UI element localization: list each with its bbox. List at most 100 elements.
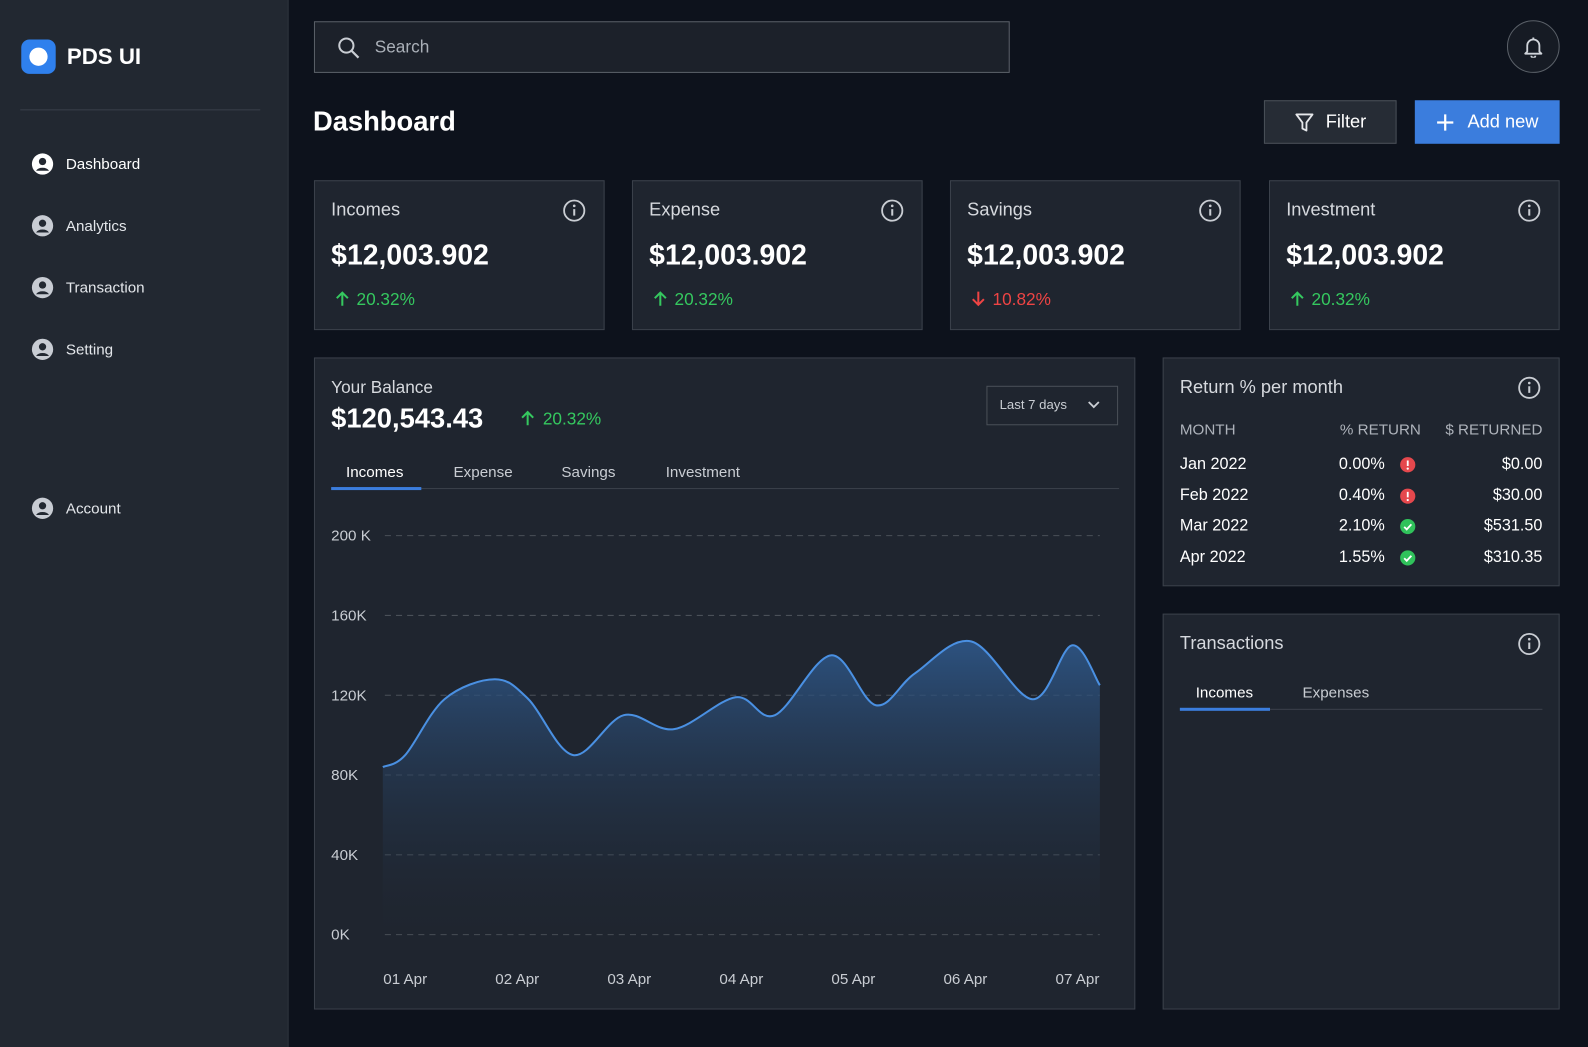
info-icon[interactable]: [1517, 198, 1541, 222]
icon-part: [654, 291, 667, 306]
filter-button[interactable]: [1263, 100, 1397, 144]
range-label[interactable]: Last 7 days: [999, 396, 1067, 413]
month-cell: Apr 2022: [1179, 548, 1246, 566]
icon-part: [1088, 401, 1100, 409]
nav-item[interactable]: Analytics: [65, 217, 127, 235]
icon-part: [1518, 376, 1541, 399]
stat-label: Investment: [1286, 199, 1376, 221]
icon-part: [38, 281, 47, 289]
return-cell: 0.00%: [1338, 455, 1385, 473]
nav-icon[interactable]: [31, 153, 54, 175]
trend-arrow: [336, 291, 349, 306]
stat-card: [1268, 180, 1560, 331]
icon-part: [563, 199, 586, 222]
divider: [20, 109, 261, 111]
search-icon: [338, 37, 360, 59]
icon-part: [1403, 523, 1413, 531]
stat-label: Savings: [967, 199, 1033, 221]
icon-part: [36, 167, 50, 171]
icon-part: [1530, 55, 1537, 58]
icon-part: [1291, 291, 1304, 306]
tab-rule: [331, 488, 1120, 490]
tab[interactable]: Incomes: [1195, 683, 1254, 702]
nav-item[interactable]: Dashboard: [65, 155, 141, 173]
balance-change: 20.32%: [542, 409, 602, 429]
stat-label: Incomes: [331, 199, 401, 221]
icon-part: [338, 37, 355, 54]
column-header: $ RETURNED: [1445, 420, 1543, 438]
balance-title: Your Balance: [331, 377, 433, 398]
nav-icon[interactable]: [31, 338, 54, 360]
stat-change: 10.82%: [992, 289, 1051, 309]
range-dropdown[interactable]: [986, 385, 1119, 426]
search-placeholder[interactable]: Search: [374, 37, 430, 57]
icon-part: [38, 157, 47, 166]
column-header: MONTH: [1179, 420, 1236, 438]
tab-active: [331, 487, 422, 491]
stat-value: $12,003.902: [967, 239, 1125, 271]
icon-part: [36, 291, 50, 295]
balance-panel: [313, 357, 1136, 1010]
icon-part: [1527, 204, 1531, 208]
tab[interactable]: Savings: [561, 463, 616, 481]
status-icon: [1400, 550, 1416, 566]
nav-icon[interactable]: [31, 215, 54, 237]
info-icon[interactable]: [880, 198, 904, 222]
icon-part: [1406, 498, 1409, 502]
stat-label: Expense: [649, 199, 721, 221]
plus-icon: [1437, 114, 1454, 131]
icon-part: [1437, 114, 1454, 131]
icon-part: [1400, 550, 1416, 566]
icon-part: [1527, 381, 1531, 385]
info-icon[interactable]: [562, 198, 586, 222]
stat-value: $12,003.902: [331, 239, 489, 271]
returned-cell: $531.50: [1483, 517, 1543, 535]
nav-icon[interactable]: [31, 497, 54, 519]
status-icon: [1400, 457, 1416, 473]
icon-part: [521, 410, 534, 426]
info-icon[interactable]: [1517, 632, 1541, 656]
brand: PDS UI: [66, 43, 142, 69]
icon-part: [36, 353, 50, 357]
bell-button[interactable]: [1506, 20, 1560, 73]
tab[interactable]: Incomes: [346, 463, 404, 481]
tab-active: [1179, 707, 1271, 711]
tab[interactable]: Investment: [665, 463, 741, 481]
nav-item[interactable]: Setting: [65, 340, 114, 358]
icon-part: [1518, 632, 1541, 656]
month-cell: Jan 2022: [1179, 455, 1247, 473]
tab-rule: [1179, 708, 1543, 710]
search-box[interactable]: [313, 21, 1010, 73]
tab[interactable]: Expenses: [1302, 683, 1370, 702]
stat-card: [949, 180, 1241, 331]
info-icon[interactable]: [1198, 198, 1222, 222]
transactions-title: Transactions: [1179, 633, 1284, 654]
month-cell: Mar 2022: [1179, 517, 1249, 535]
logo-dot: [29, 47, 48, 66]
nav-item[interactable]: Account: [65, 499, 121, 517]
nav-icon[interactable]: [31, 276, 54, 299]
add-new-label[interactable]: Add new: [1467, 111, 1539, 133]
info-icon[interactable]: [1517, 376, 1541, 400]
nav-item[interactable]: Transaction: [65, 278, 145, 297]
icon-part: [1208, 204, 1212, 208]
returned-cell: $310.35: [1483, 548, 1543, 566]
trend-arrow: [972, 291, 985, 307]
filter-label[interactable]: Filter: [1325, 111, 1367, 133]
trend-arrow: [1291, 291, 1304, 306]
chevron: [1088, 401, 1100, 409]
trend-arrow: [654, 291, 667, 306]
status-icon: [1400, 488, 1416, 504]
icon-part: [1527, 637, 1531, 641]
tab[interactable]: Expense: [453, 463, 513, 481]
icon-part: [1295, 113, 1314, 132]
icon-part: [38, 219, 47, 227]
return-cell: 0.40%: [1338, 486, 1385, 505]
stat-change: 20.32%: [674, 289, 733, 309]
icon-part: [1400, 518, 1416, 535]
returns-title: Return % per month: [1179, 377, 1343, 398]
icon-part: [972, 291, 985, 307]
transactions-panel: [1162, 613, 1560, 1010]
icon-part: [38, 502, 47, 510]
